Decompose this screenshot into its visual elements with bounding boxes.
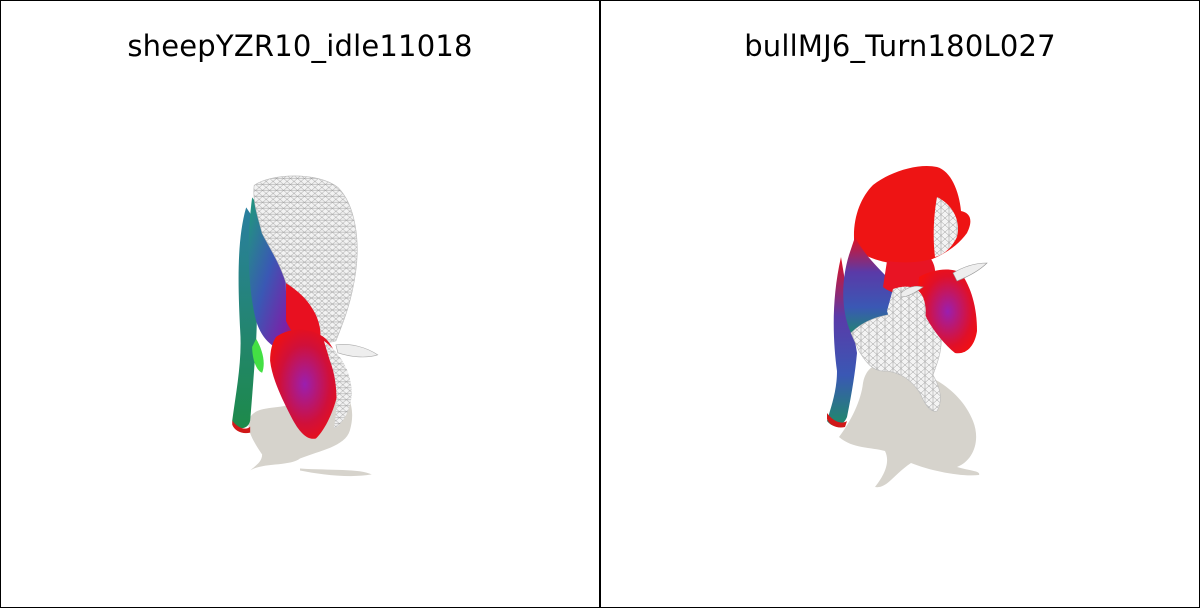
bull-body-side <box>843 237 895 338</box>
panel-bull: bullMJ6_Turn180L027 <box>601 1 1199 607</box>
panel-sheep: sheepYZR10_idle11018 <box>1 1 601 607</box>
sheep-body-side <box>248 197 297 353</box>
bull-render <box>827 165 988 488</box>
sheep-head <box>270 329 340 439</box>
sheep-head-mesh <box>323 340 352 429</box>
sheep-hoof <box>232 420 251 434</box>
bull-horn <box>952 262 988 282</box>
bull-hoof <box>827 413 847 428</box>
sheep-ear <box>335 344 379 358</box>
panel-title: bullMJ6_Turn180L027 <box>744 29 1056 63</box>
bull-hind-leg <box>827 257 857 426</box>
sheep-render <box>232 175 379 477</box>
sheep-body-mesh <box>253 175 358 343</box>
bull-shoulder-mesh <box>933 197 959 257</box>
bull-head-mesh <box>887 286 926 334</box>
bull-head <box>918 269 977 354</box>
bull-horn <box>900 285 924 298</box>
ground-shadow <box>839 364 980 488</box>
panel-title: sheepYZR10_idle11018 <box>127 29 473 63</box>
sheep-front-leg <box>252 338 264 373</box>
